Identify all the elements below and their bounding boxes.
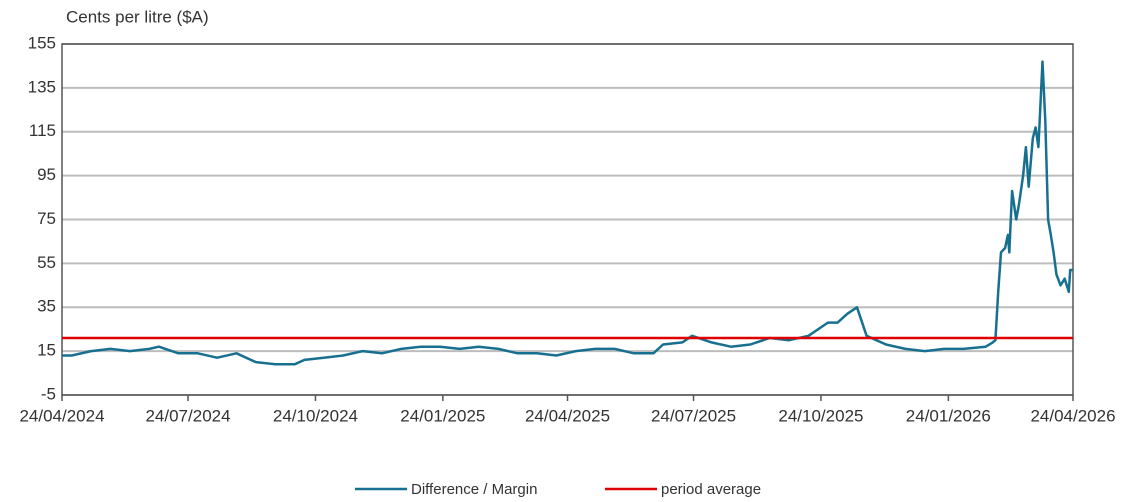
y-tick-label: 55 bbox=[37, 253, 56, 272]
x-tick-label: 24/10/2025 bbox=[778, 406, 863, 425]
x-tick-label: 24/07/2024 bbox=[145, 406, 230, 425]
x-tick-label: 24/04/2024 bbox=[19, 406, 104, 425]
data-line bbox=[62, 60, 1073, 366]
y-tick-label: 35 bbox=[37, 297, 56, 316]
y-tick-label: 75 bbox=[37, 209, 56, 228]
x-tick-label: 24/10/2024 bbox=[273, 406, 358, 425]
y-tick-label: 15 bbox=[37, 341, 56, 360]
x-tick-label: 24/04/2025 bbox=[525, 406, 610, 425]
legend-label: period average bbox=[661, 481, 761, 498]
y-tick-label: -5 bbox=[41, 384, 56, 403]
x-tick-label: 24/01/2026 bbox=[906, 406, 991, 425]
y-tick-label: 135 bbox=[28, 77, 56, 96]
y-axis-label: Cents per litre ($A) bbox=[66, 7, 209, 26]
y-tick-label: 95 bbox=[37, 165, 56, 184]
legend-label: Difference / Margin bbox=[411, 481, 537, 498]
x-tick-label: 24/04/2026 bbox=[1030, 406, 1115, 425]
y-tick-label: 115 bbox=[29, 121, 56, 140]
y-tick-label: 155 bbox=[28, 33, 56, 52]
x-tick-label: 24/01/2025 bbox=[400, 406, 485, 425]
x-tick-label: 24/07/2025 bbox=[651, 406, 736, 425]
